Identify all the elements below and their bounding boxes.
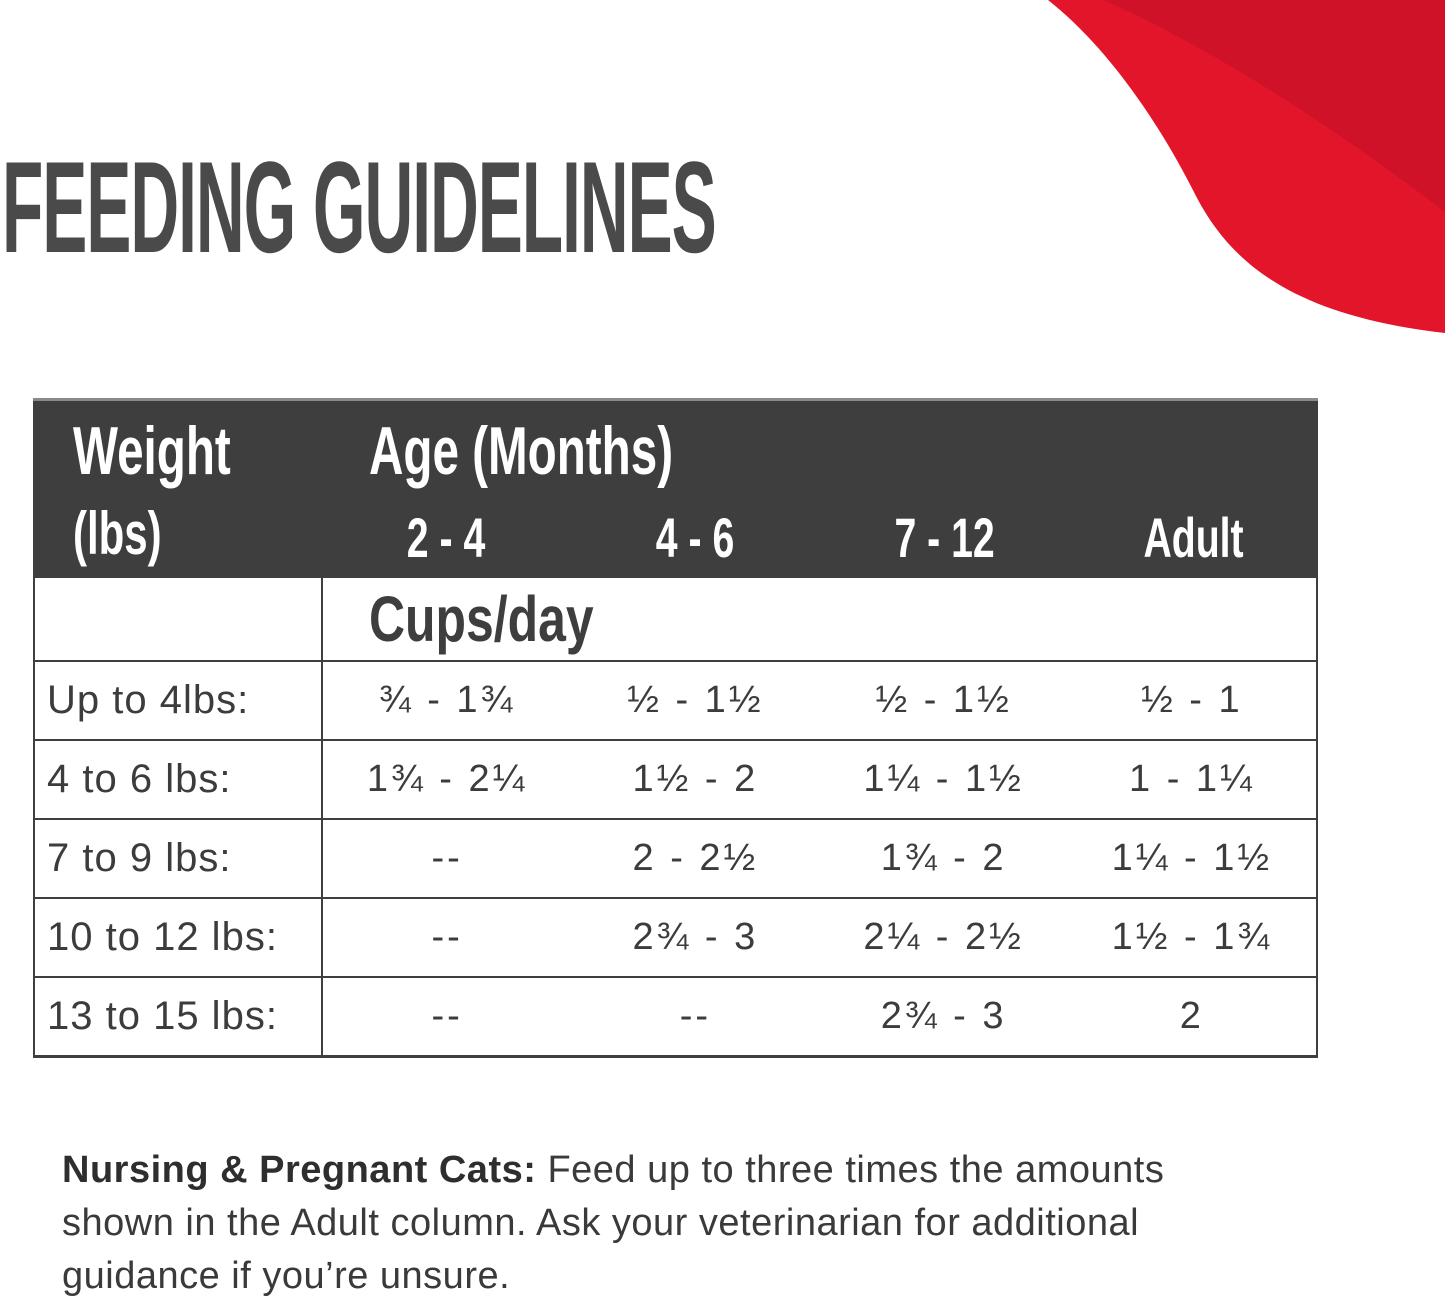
row-weight-label: 4 to 6 lbs: — [35, 741, 323, 818]
page-title: FEEDING GUIDELINES — [2, 134, 717, 280]
row-weight-label: 13 to 15 lbs: — [35, 978, 323, 1055]
cell-value: ½ - 1½ — [627, 679, 764, 721]
cell-value: ¾ - 1¾ — [378, 679, 516, 721]
table-header: Weight (lbs) Age (Months) 2 - 4 4 - 6 7 … — [33, 398, 1318, 578]
cell-value: 2¾ - 3 — [632, 916, 759, 958]
row-weight-label: Up to 4lbs: — [35, 662, 323, 739]
table-row: 10 to 12 lbs: -- 2¾ - 3 2¼ - 2½ 1½ - 1¾ — [35, 897, 1316, 976]
footnote-line2: shown in the Adult column. Ask your vete… — [62, 1202, 1140, 1244]
cups-per-day-label: Cups/day — [369, 583, 594, 655]
cell-value: 1 - 1¼ — [1129, 758, 1255, 800]
weight-units-label: (lbs) — [73, 500, 162, 567]
cell-value: 1½ - 1¾ — [1111, 916, 1273, 958]
footnote-line3: guidance if you’re unsure. — [62, 1255, 511, 1297]
row-weight-label: 10 to 12 lbs: — [35, 899, 323, 976]
cell-value: -- — [431, 916, 463, 958]
cell-value: 1¼ - 1½ — [1111, 837, 1273, 879]
age-col-2-4: 2 - 4 — [406, 506, 485, 569]
age-months-header-label: Age (Months) — [369, 413, 674, 489]
cell-value: 1¾ - 2 — [880, 837, 1007, 879]
feeding-guidelines-table: Weight (lbs) Age (Months) 2 - 4 4 - 6 7 … — [33, 398, 1318, 1058]
red-swoosh-graphic — [1048, 0, 1445, 333]
cell-value: ½ - 1 — [1141, 679, 1243, 721]
header-weight-column: Weight (lbs) — [33, 401, 321, 578]
table-row: 13 to 15 lbs: -- -- 2¾ - 3 2 — [35, 976, 1316, 1055]
cell-value: -- — [431, 995, 463, 1037]
header-age-column: Age (Months) 2 - 4 4 - 6 7 - 12 Adult — [321, 401, 1318, 578]
swoosh-main-shape — [1048, 0, 1445, 333]
age-col-adult: Adult — [1143, 506, 1244, 569]
cell-value: -- — [679, 995, 712, 1037]
footnote-bold-label: Nursing & Pregnant Cats: — [62, 1149, 537, 1191]
cell-value: ½ - 1½ — [875, 679, 1012, 721]
table-body: Cups/day Up to 4lbs: ¾ - 1¾ ½ - 1½ ½ - 1… — [33, 578, 1318, 1058]
weight-header-label: Weight — [73, 413, 231, 489]
cell-value: 2¾ - 3 — [880, 995, 1007, 1037]
units-row-empty-cell — [35, 578, 323, 660]
swoosh-shade-shape — [1103, 0, 1445, 212]
nursing-pregnant-footnote: Nursing & Pregnant Cats: Feed up to thre… — [62, 1144, 1382, 1303]
cell-value: 1¼ - 1½ — [863, 758, 1024, 800]
table-row: 7 to 9 lbs: -- 2 - 2½ 1¾ - 2 1¼ - 1½ — [35, 818, 1316, 897]
age-col-4-6: 4 - 6 — [655, 506, 735, 569]
cell-value: 1½ - 2 — [632, 758, 759, 800]
row-weight-label: 7 to 9 lbs: — [35, 820, 323, 897]
table-row: 4 to 6 lbs: 1¾ - 2¼ 1½ - 2 1¼ - 1½ 1 - 1… — [35, 739, 1316, 818]
cell-value: 2 — [1179, 995, 1204, 1037]
cell-value: 1¾ - 2¼ — [366, 758, 528, 800]
table-row: Up to 4lbs: ¾ - 1¾ ½ - 1½ ½ - 1½ ½ - 1 — [35, 660, 1316, 739]
cell-value: 2¼ - 2½ — [863, 916, 1024, 958]
age-subcolumns: 2 - 4 4 - 6 7 - 12 Adult — [321, 510, 1318, 578]
cell-value: 2 - 2½ — [632, 837, 759, 879]
cell-value: -- — [431, 837, 463, 879]
footnote-line1: Feed up to three times the amounts — [536, 1149, 1165, 1191]
age-col-7-12: 7 - 12 — [893, 506, 995, 569]
units-row: Cups/day — [35, 578, 1316, 660]
